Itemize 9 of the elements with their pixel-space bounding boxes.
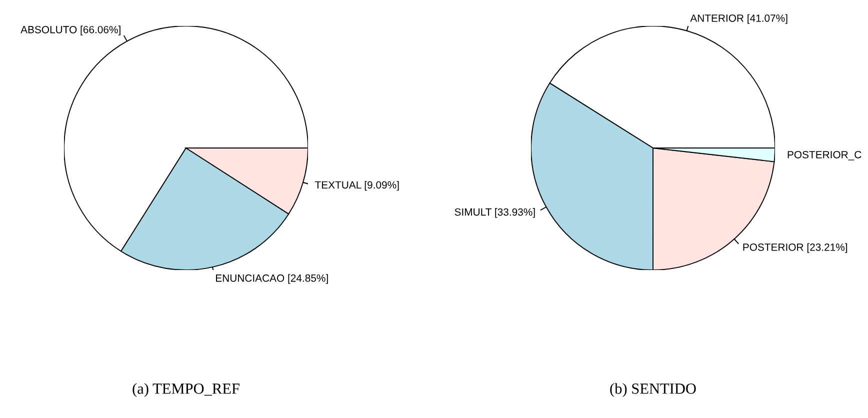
slice-label: ENUNCIACAO [24.85%] [216, 274, 328, 284]
slice-label: POSTERIOR [23.21%] [743, 243, 848, 253]
slice-label: POSTERIOR_C [788, 150, 862, 160]
text: (a) TEMPO_REF [132, 383, 240, 397]
slice-label: SIMULT [33.93%] [454, 208, 535, 218]
slice-label: ABSOLUTO [66.06%] [20, 26, 120, 36]
text: (b) SENTIDO [610, 383, 696, 397]
slice-label: TEXTUAL [9.09%] [315, 180, 399, 191]
slice-label: ANTERIOR [41.07%] [690, 14, 788, 24]
